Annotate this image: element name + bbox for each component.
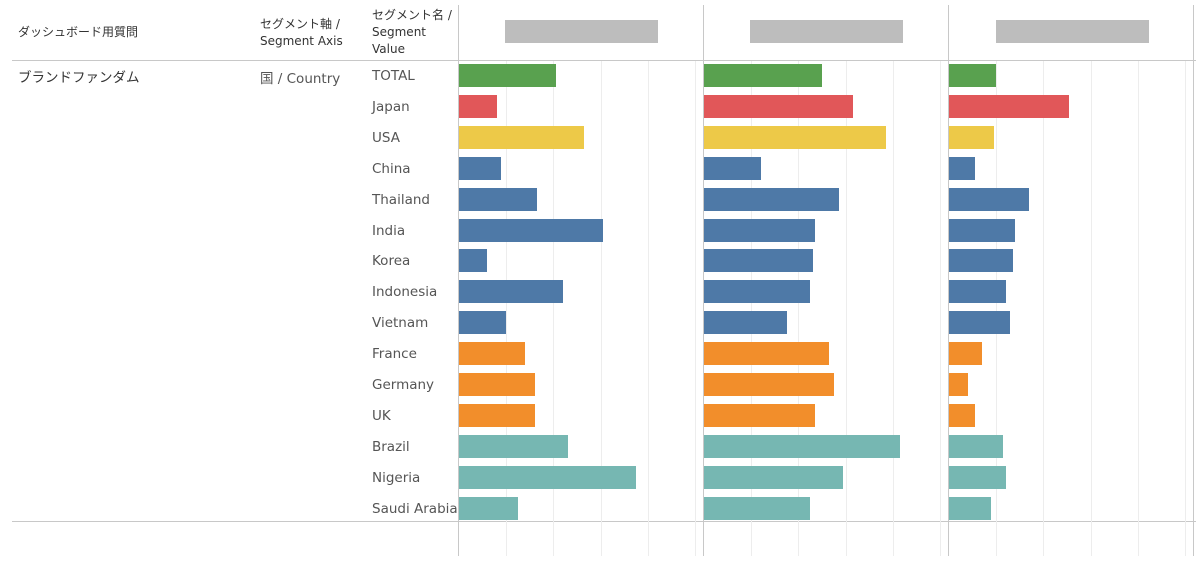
bar-total-col3 [949, 64, 997, 87]
bar-saudi-arabia-col1 [459, 496, 518, 520]
bar-usa-col2 [704, 125, 886, 149]
bar-usa-col3 [949, 125, 994, 149]
bar-korea-col1 [459, 249, 488, 273]
bar-japan-col1 [459, 94, 497, 118]
gridline [751, 61, 753, 556]
bar-total-col1 [459, 64, 556, 87]
gridline [1090, 61, 1092, 556]
gridline [506, 61, 508, 556]
bar-nigeria-col3 [949, 465, 1006, 489]
segment-label: Korea [372, 253, 411, 270]
gridline [845, 61, 847, 556]
gridline [1137, 61, 1139, 556]
gridline [996, 61, 998, 556]
row-question-label: ブランドファンダム [18, 70, 140, 86]
pane-divider-3 [948, 5, 949, 556]
segment-label: Germany [372, 377, 435, 393]
gridline [1043, 61, 1045, 556]
bar-india-col1 [459, 218, 603, 242]
bar-thailand-col3 [949, 187, 1030, 211]
bar-usa-col1 [459, 125, 585, 149]
segment-label: Brazil [372, 438, 410, 455]
bar-france-col2 [704, 342, 830, 366]
segment-label: France [372, 346, 417, 363]
bar-vietnam-col3 [949, 311, 1011, 335]
bar-germany-col1 [459, 373, 535, 396]
segment-label: Nigeria [372, 469, 421, 486]
bar-germany-col3 [949, 373, 968, 396]
bar-nigeria-col1 [459, 465, 636, 489]
gridline [798, 61, 800, 556]
bar-saudi-arabia-col3 [949, 496, 992, 520]
bar-uk-col3 [949, 403, 975, 427]
bar-france-col1 [459, 342, 526, 366]
pane-divider-1 [458, 5, 459, 556]
bar-brazil-col1 [459, 434, 568, 458]
header-segment-axis: セグメント軸 / Segment Axis [260, 17, 343, 48]
gridline [1185, 61, 1186, 556]
bar-total-col2 [704, 64, 822, 87]
bar-uk-col1 [459, 403, 535, 427]
bar-france-col3 [949, 342, 983, 366]
bar-thailand-col1 [459, 187, 537, 211]
column-header-3 [996, 20, 1149, 43]
bar-indonesia-col2 [704, 280, 811, 304]
pane-divider-2 [703, 5, 704, 556]
segment-label: USA [372, 129, 400, 146]
bar-india-col3 [949, 218, 1016, 242]
bar-thailand-col2 [704, 187, 839, 211]
gridline [695, 61, 696, 556]
segment-label: China [372, 160, 411, 177]
gridline [940, 61, 941, 556]
header-segment-value: セグメント名 / Segment Value [372, 8, 452, 56]
bar-saudi-arabia-col2 [704, 496, 811, 520]
bar-nigeria-col2 [704, 465, 844, 489]
bar-china-col3 [949, 156, 975, 180]
bar-uk-col2 [704, 403, 815, 427]
segment-label: Indonesia [372, 284, 438, 301]
bar-china-col1 [459, 156, 502, 180]
bar-japan-col2 [704, 94, 853, 118]
gridline [600, 61, 602, 556]
bar-japan-col3 [949, 94, 1070, 118]
gridline [553, 61, 555, 556]
segment-label: Japan [372, 98, 410, 115]
segment-label: TOTAL [372, 68, 415, 84]
bar-vietnam-col1 [459, 311, 507, 335]
gridline [647, 61, 649, 556]
bar-vietnam-col2 [704, 311, 787, 335]
segment-label: Vietnam [372, 315, 429, 332]
bar-china-col2 [704, 156, 761, 180]
bar-germany-col2 [704, 373, 834, 396]
segment-label: UK [372, 407, 391, 424]
segment-label: India [372, 222, 406, 239]
bar-indonesia-col1 [459, 280, 563, 304]
header-question: ダッシュボード用質問 [18, 25, 139, 39]
footer-divider [12, 521, 1196, 522]
column-header-1 [505, 20, 658, 43]
bar-brazil-col3 [949, 434, 1004, 458]
bar-korea-col3 [949, 249, 1013, 273]
column-header-2 [750, 20, 903, 43]
segment-label: Thailand [372, 191, 430, 208]
header-divider [12, 60, 1196, 61]
row-axis-label: 国 / Country [260, 71, 341, 87]
gridline [892, 61, 894, 556]
bar-india-col2 [704, 218, 815, 242]
pane-divider-4 [1193, 5, 1194, 556]
bar-brazil-col2 [704, 434, 900, 458]
bar-korea-col2 [704, 249, 813, 273]
segment-label: Saudi Arabia [372, 500, 458, 517]
bar-indonesia-col3 [949, 280, 1006, 304]
